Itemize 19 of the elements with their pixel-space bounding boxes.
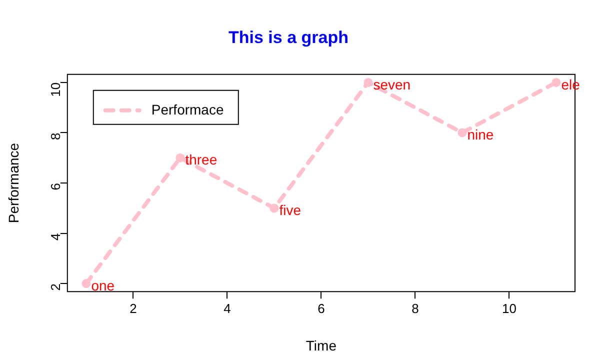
y-axis-title: Performance <box>5 142 22 224</box>
x-tick-label: 8 <box>412 300 419 316</box>
annotation: seven <box>373 76 411 92</box>
x-tick-label: 2 <box>130 300 137 316</box>
legend-label: Performace <box>151 101 224 118</box>
annotation: three <box>185 152 218 168</box>
chart-title: This is a graph <box>228 28 348 47</box>
annotation: one <box>91 277 115 294</box>
x-tick-label: 10 <box>502 300 516 316</box>
x-axis-title: Time <box>306 337 337 354</box>
y-tick-label: 2 <box>48 284 63 291</box>
y-tick-label: 10 <box>48 82 63 97</box>
y-tick-label: 4 <box>48 233 63 241</box>
annotation: five <box>279 202 302 218</box>
x-tick-label: 6 <box>318 300 325 316</box>
annotation: nine <box>467 126 494 143</box>
y-tick-label: 8 <box>48 132 63 140</box>
y-tick-label: 6 <box>48 183 63 190</box>
x-tick-label: 4 <box>224 300 231 316</box>
